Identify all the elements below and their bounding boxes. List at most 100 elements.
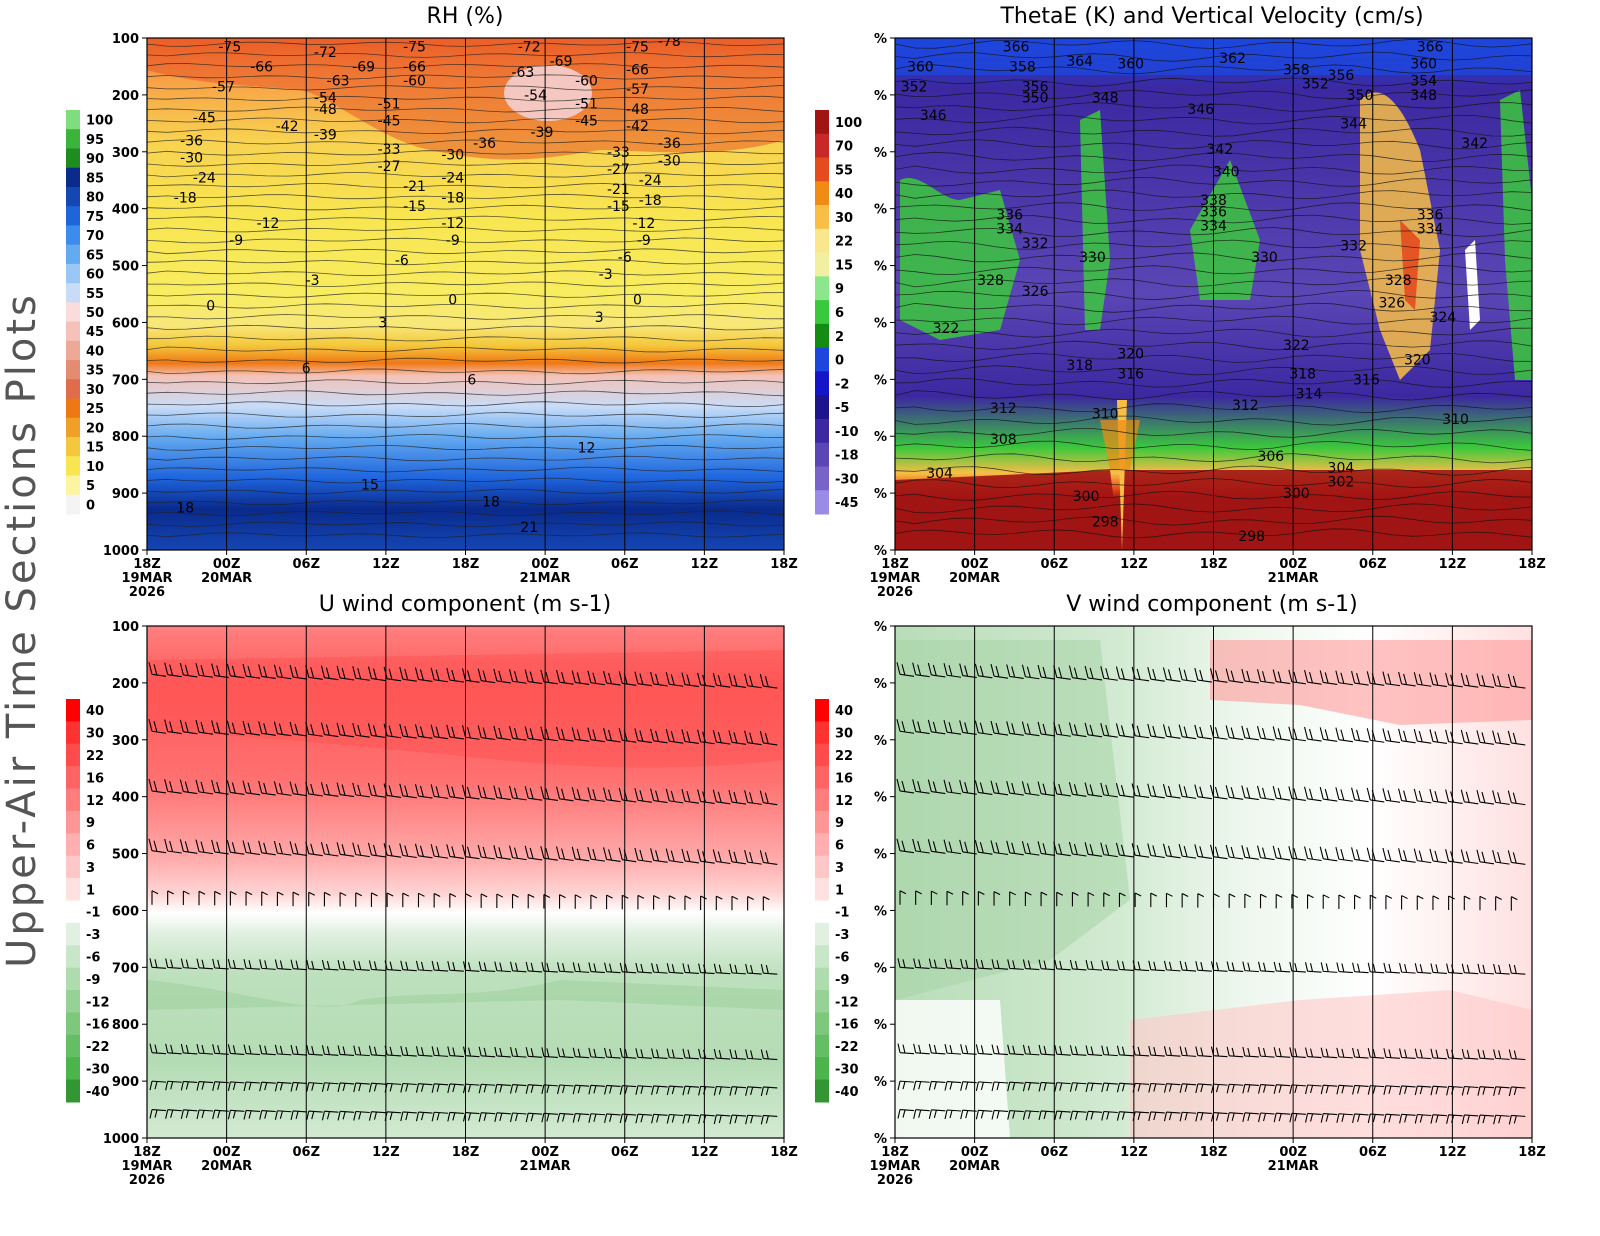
contour-label: 348 (1092, 91, 1119, 107)
x-tick-label: 18Z (1200, 1145, 1228, 1160)
contour-label: 300 (1073, 489, 1100, 505)
wind-barb (400, 1082, 417, 1093)
colorbar-label: -6 (86, 950, 100, 965)
wind-barb (682, 1114, 699, 1124)
contour-label: 322 (1283, 338, 1310, 354)
colorbar-swatch (66, 417, 80, 438)
rh-time-gridlines (226, 38, 705, 550)
wind-barb (700, 895, 707, 911)
wind-barb (684, 895, 692, 910)
wind-barb (1385, 894, 1393, 910)
contour-label: -54 (314, 91, 337, 107)
wind-barb (431, 1046, 449, 1057)
wind-barb (571, 670, 590, 686)
wind-barb (913, 1109, 930, 1119)
wind-barb (431, 960, 449, 972)
wind-barb (653, 895, 660, 910)
wind-barb (668, 895, 676, 910)
wind-barb (527, 893, 535, 909)
wind-barb (943, 779, 962, 795)
contour-label: 352 (901, 79, 928, 95)
wind-barb (1493, 963, 1510, 975)
contour-label: -42 (626, 119, 649, 135)
colorbar-swatch (66, 244, 80, 265)
wind-barb (571, 846, 590, 862)
wind-barb (1194, 667, 1212, 683)
colorbar-swatch (815, 990, 829, 1013)
wind-barb (353, 960, 370, 971)
y-tick-label: 600 (112, 316, 139, 331)
wind-barb (182, 890, 190, 906)
wind-barb (1181, 892, 1189, 908)
contour-label: -18 (174, 190, 197, 206)
wind-barb (651, 1113, 668, 1124)
colorbar-label: 9 (835, 282, 844, 297)
wind-barb (681, 789, 700, 804)
wind-barb (1037, 781, 1056, 797)
contour-label: -75 (626, 40, 649, 56)
wind-barb (1493, 1049, 1510, 1060)
wind-barb (227, 958, 245, 970)
wind-barb (1007, 1110, 1024, 1120)
x-date-label: 20MAR (949, 571, 1000, 586)
x-tick-label: 00Z (1279, 1145, 1307, 1160)
wind-barb (604, 1113, 621, 1124)
y-tick-label: 400 (112, 791, 139, 806)
wind-barb (1118, 892, 1126, 907)
contour-label: 3 (378, 315, 387, 331)
wind-barb (603, 727, 621, 743)
wind-barb (1335, 846, 1353, 862)
x-tick-label: 06Z (292, 1145, 320, 1160)
contour-label: -48 (626, 102, 649, 118)
wind-barb (944, 1081, 962, 1091)
wind-barb (928, 1080, 946, 1091)
wind-barb (165, 1080, 182, 1091)
wind-barb (1399, 1085, 1416, 1096)
wind-barb (525, 961, 543, 973)
wind-barb (728, 849, 747, 865)
wind-barb (198, 890, 206, 906)
contour-label: 336 (1417, 207, 1444, 223)
contour-label: -63 (327, 74, 350, 90)
colorbar-swatch (66, 225, 80, 246)
wind-barb (665, 848, 684, 864)
contour-label: -60 (575, 74, 598, 90)
y-tick-label: 700 (112, 373, 139, 388)
contour-label: -15 (403, 199, 426, 215)
wind-barb (449, 893, 457, 908)
wind-barb (915, 890, 922, 905)
wind-barb (604, 962, 621, 974)
x-tick-label: 00Z (213, 557, 241, 572)
contour-label: 364 (1066, 54, 1093, 70)
wind-barb (1040, 891, 1048, 907)
wind-barb (1162, 843, 1181, 859)
y-tick-label: 600 (112, 904, 139, 919)
x-tick-label: 12Z (1120, 557, 1148, 572)
wind-barb (588, 1047, 605, 1059)
colorbar-label: 12 (86, 794, 104, 809)
colorbar-swatch (66, 855, 80, 879)
wind-barb (1068, 782, 1087, 797)
wind-barb (509, 961, 527, 973)
wind-barb (1398, 788, 1416, 804)
wind-barb (478, 961, 496, 973)
wind-barb (634, 847, 653, 863)
v-wind-barbs (896, 662, 1526, 1125)
y-tick-label: % (874, 848, 887, 863)
colorbar-label: -12 (86, 995, 110, 1010)
wind-barb (478, 1046, 496, 1058)
colorbar-label: -1 (86, 906, 100, 921)
wind-barb (974, 840, 993, 855)
y-tick-label: 900 (112, 1075, 139, 1090)
contour-label: -78 (658, 34, 681, 50)
wind-barb (897, 1043, 915, 1055)
wind-barb (1304, 726, 1322, 742)
contour-label: 346 (920, 108, 947, 124)
wind-barb (1116, 960, 1134, 971)
wind-barb (1179, 960, 1197, 972)
y-tick-label: 900 (112, 487, 139, 502)
contour-label: 350 (1022, 91, 1049, 107)
wind-barb (1054, 1082, 1071, 1092)
colorbar-swatch (815, 855, 829, 879)
wind-barb (289, 841, 308, 856)
